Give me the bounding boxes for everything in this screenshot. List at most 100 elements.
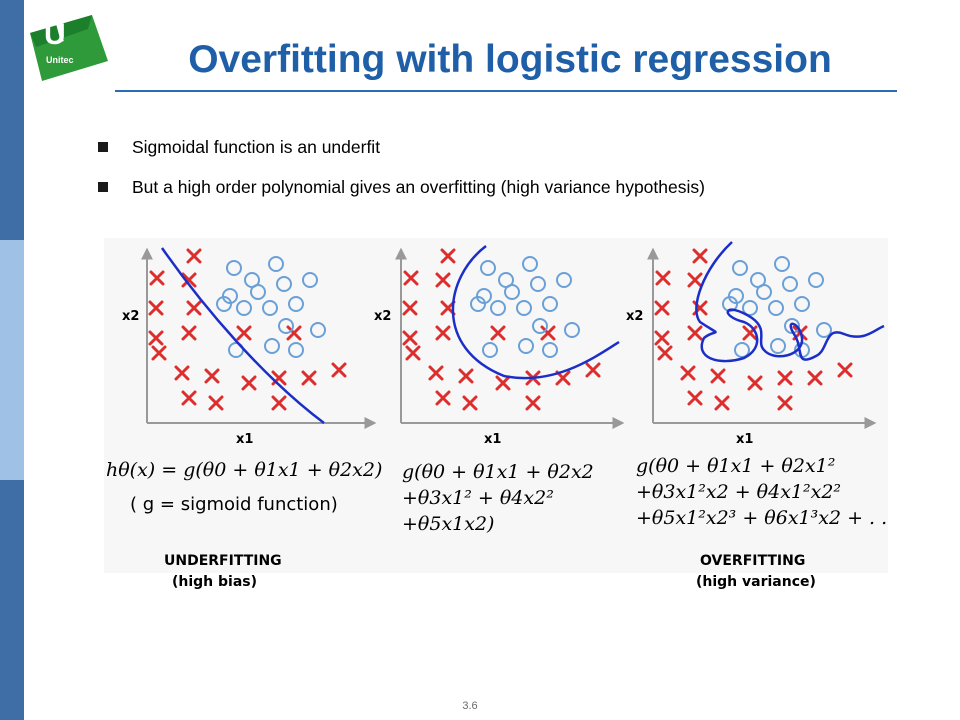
circle-mark <box>470 296 486 312</box>
circle-mark <box>518 338 534 354</box>
unitec-logo: U Unitec <box>30 15 108 81</box>
overfitting-figure: x2 x1 hθ(x) = g(θ0 + θ1x1 + θ2x2) ( g = … <box>104 238 888 600</box>
cross-mark <box>331 362 347 378</box>
circle-mark <box>276 276 292 292</box>
cross-mark <box>301 370 317 386</box>
bullet-text: Sigmoidal function is an underfit <box>132 137 381 157</box>
y-axis-label: x2 <box>122 309 139 324</box>
crosses <box>148 248 347 411</box>
cross-mark <box>174 365 190 381</box>
formula-line-2: +θ3x1² + θ4x2² <box>402 487 554 509</box>
slide-title: Overfitting with logistic regression <box>188 38 832 81</box>
cross-mark <box>208 395 224 411</box>
left-bar-light-segment <box>0 240 24 480</box>
circle-mark <box>216 296 232 312</box>
cross-mark <box>148 300 164 316</box>
cross-mark <box>181 390 197 406</box>
cross-mark <box>585 362 601 378</box>
cross-mark <box>654 330 670 346</box>
panel-quadratic: x2 x1 g(θ0 + θ1x1 + θ2x2 +θ3x1² + θ4x2² … <box>374 245 625 535</box>
cross-mark <box>149 270 165 286</box>
crosses <box>402 248 601 411</box>
circle-mark <box>250 284 266 300</box>
circle-mark <box>480 260 496 276</box>
panel-underfitting: x2 x1 hθ(x) = g(θ0 + θ1x1 + θ2x2) ( g = … <box>106 247 382 590</box>
formula-line-2: +θ3x1²x2 + θ4x1²x2² <box>636 481 841 503</box>
bullet-item-2: But a high order polynomial gives an ove… <box>98 174 705 214</box>
cross-mark <box>458 368 474 384</box>
cross-mark <box>236 325 252 341</box>
circle-mark <box>564 322 580 338</box>
left-accent-bar <box>0 0 24 720</box>
cross-mark <box>428 365 444 381</box>
linear-decision-boundary <box>160 247 325 424</box>
x-axis-label: x1 <box>236 432 253 447</box>
circle-mark <box>288 342 304 358</box>
circle-mark <box>302 272 318 288</box>
circle-mark <box>756 284 772 300</box>
svg-text:U: U <box>44 18 66 51</box>
circle-mark <box>542 296 558 312</box>
circles <box>722 256 832 358</box>
square-bullet-icon <box>98 142 108 152</box>
formula-line-1: g(θ0 + θ1x1 + θ2x1² <box>636 455 835 477</box>
cross-mark <box>148 330 164 346</box>
circle-mark <box>278 318 294 334</box>
circle-mark <box>516 300 532 316</box>
cross-mark <box>687 325 703 341</box>
caption-high-variance: (high variance) <box>696 574 816 590</box>
circle-mark <box>532 318 548 334</box>
circle-mark <box>226 260 242 276</box>
cross-mark <box>680 365 696 381</box>
cross-mark <box>181 325 197 341</box>
circle-mark <box>770 338 786 354</box>
circles <box>470 256 580 358</box>
cross-mark <box>714 395 730 411</box>
quadratic-decision-boundary <box>451 245 620 380</box>
circle-mark <box>742 300 758 316</box>
logo-text: Unitec <box>46 55 74 65</box>
circle-mark <box>542 342 558 358</box>
cross-mark <box>440 248 456 264</box>
cross-mark <box>241 375 257 391</box>
formula-line-2: ( g = sigmoid function) <box>130 494 338 515</box>
circle-mark <box>262 300 278 316</box>
formula-line-3: +θ5x1²x2³ + θ6x1³x2 + . . . <box>636 507 888 529</box>
cross-mark <box>286 325 302 341</box>
circle-mark <box>732 260 748 276</box>
cross-mark <box>777 395 793 411</box>
bullet-item-1: Sigmoidal function is an underfit <box>98 134 705 174</box>
bullet-text: But a high order polynomial gives an ove… <box>132 177 705 197</box>
cross-mark <box>402 300 418 316</box>
caption-high-bias: (high bias) <box>172 574 257 590</box>
circle-mark <box>264 338 280 354</box>
cross-mark <box>525 395 541 411</box>
formula-line-1: g(θ0 + θ1x1 + θ2x2 <box>402 461 594 483</box>
cross-mark <box>462 395 478 411</box>
cross-mark <box>490 325 506 341</box>
formula-line-3: +θ5x1x2) <box>402 513 494 535</box>
y-axis-label: x2 <box>626 309 643 324</box>
formula-line-1: hθ(x) = g(θ0 + θ1x1 + θ2x2) <box>106 459 382 481</box>
circle-mark <box>768 300 784 316</box>
cross-mark <box>405 345 421 361</box>
circle-mark <box>774 256 790 272</box>
circle-mark <box>808 272 824 288</box>
cross-mark <box>435 272 451 288</box>
circle-mark <box>504 284 520 300</box>
caption-underfitting: UNDERFITTING <box>164 553 282 569</box>
cross-mark <box>403 270 419 286</box>
circle-mark <box>782 276 798 292</box>
circle-mark <box>268 256 284 272</box>
cross-mark <box>186 248 202 264</box>
x-axis-label: x1 <box>736 432 753 447</box>
cross-mark <box>495 375 511 391</box>
cross-mark <box>402 330 418 346</box>
circle-mark <box>530 276 546 292</box>
y-axis-label: x2 <box>374 309 391 324</box>
cross-mark <box>186 300 202 316</box>
circle-mark <box>794 296 810 312</box>
circle-mark <box>556 272 572 288</box>
circle-mark <box>310 322 326 338</box>
circle-mark <box>482 342 498 358</box>
